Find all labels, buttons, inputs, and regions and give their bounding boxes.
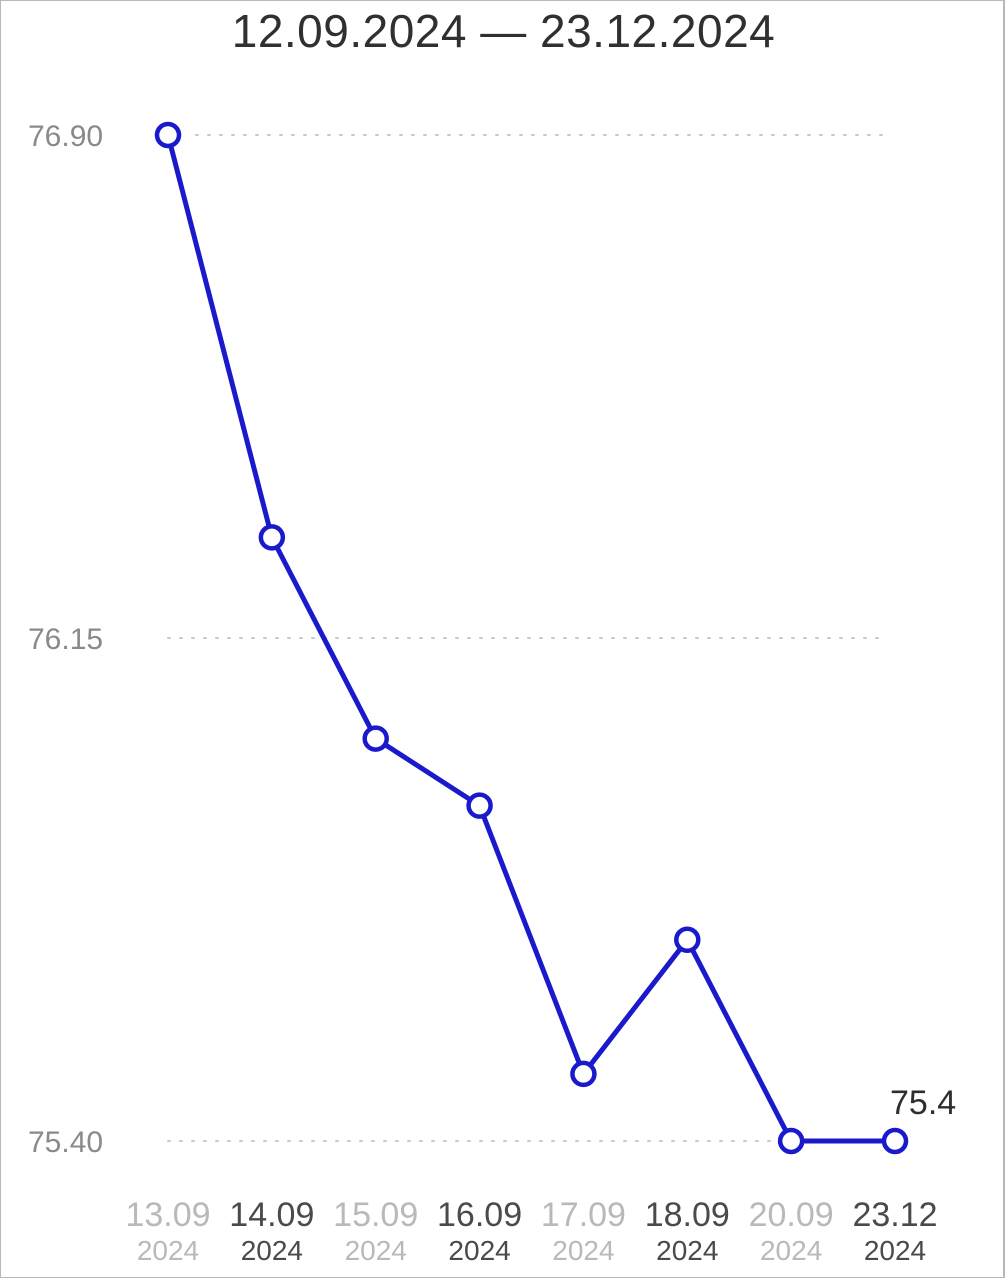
y-axis-ticks: 76.90 76.15 75.40 — [28, 120, 103, 1159]
series-line-layer — [165, 132, 898, 1144]
chart-title: 12.09.2024 — 23.12.2024 — [231, 5, 776, 57]
x-axis-ticks: 13.09202414.09202415.09202416.09202417.0… — [125, 1196, 937, 1266]
y-tick-label: 76.15 — [28, 623, 103, 656]
x-tick-label: 13.09 — [125, 1196, 210, 1234]
y-tick-label: 75.40 — [28, 1126, 103, 1159]
x-tick-year-label: 2024 — [760, 1235, 822, 1266]
data-point[interactable] — [777, 1127, 805, 1155]
data-point[interactable] — [881, 1127, 909, 1155]
data-points — [154, 121, 909, 1155]
x-tick-label: 14.09 — [229, 1196, 314, 1234]
x-tick-label: 23.12 — [852, 1196, 937, 1234]
data-point[interactable] — [154, 121, 182, 149]
x-tick-year-label: 2024 — [137, 1235, 199, 1266]
last-value-label: 75.4 — [890, 1084, 956, 1122]
gridlines — [167, 134, 886, 1142]
x-tick-label: 16.09 — [437, 1196, 522, 1234]
y-tick-label: 76.90 — [28, 120, 103, 153]
x-tick-year-label: 2024 — [241, 1235, 303, 1266]
x-tick-year-label: 2024 — [656, 1235, 718, 1266]
x-tick-label: 17.09 — [541, 1196, 626, 1234]
x-tick-year-label: 2024 — [448, 1235, 510, 1266]
data-point[interactable] — [362, 725, 389, 752]
x-tick-year-label: 2024 — [345, 1235, 407, 1266]
data-point[interactable] — [258, 524, 286, 551]
data-point[interactable] — [570, 1060, 597, 1088]
x-tick-label: 15.09 — [333, 1196, 418, 1234]
x-tick-year-label: 2024 — [552, 1235, 614, 1266]
data-point[interactable] — [466, 792, 493, 819]
x-tick-label: 20.09 — [749, 1196, 834, 1234]
data-label-layer: 75.4 — [890, 1084, 956, 1122]
x-tick-label: 18.09 — [645, 1196, 730, 1234]
data-point[interactable] — [674, 926, 701, 954]
x-tick-year-label: 2024 — [864, 1235, 926, 1266]
series-line — [165, 132, 898, 1144]
